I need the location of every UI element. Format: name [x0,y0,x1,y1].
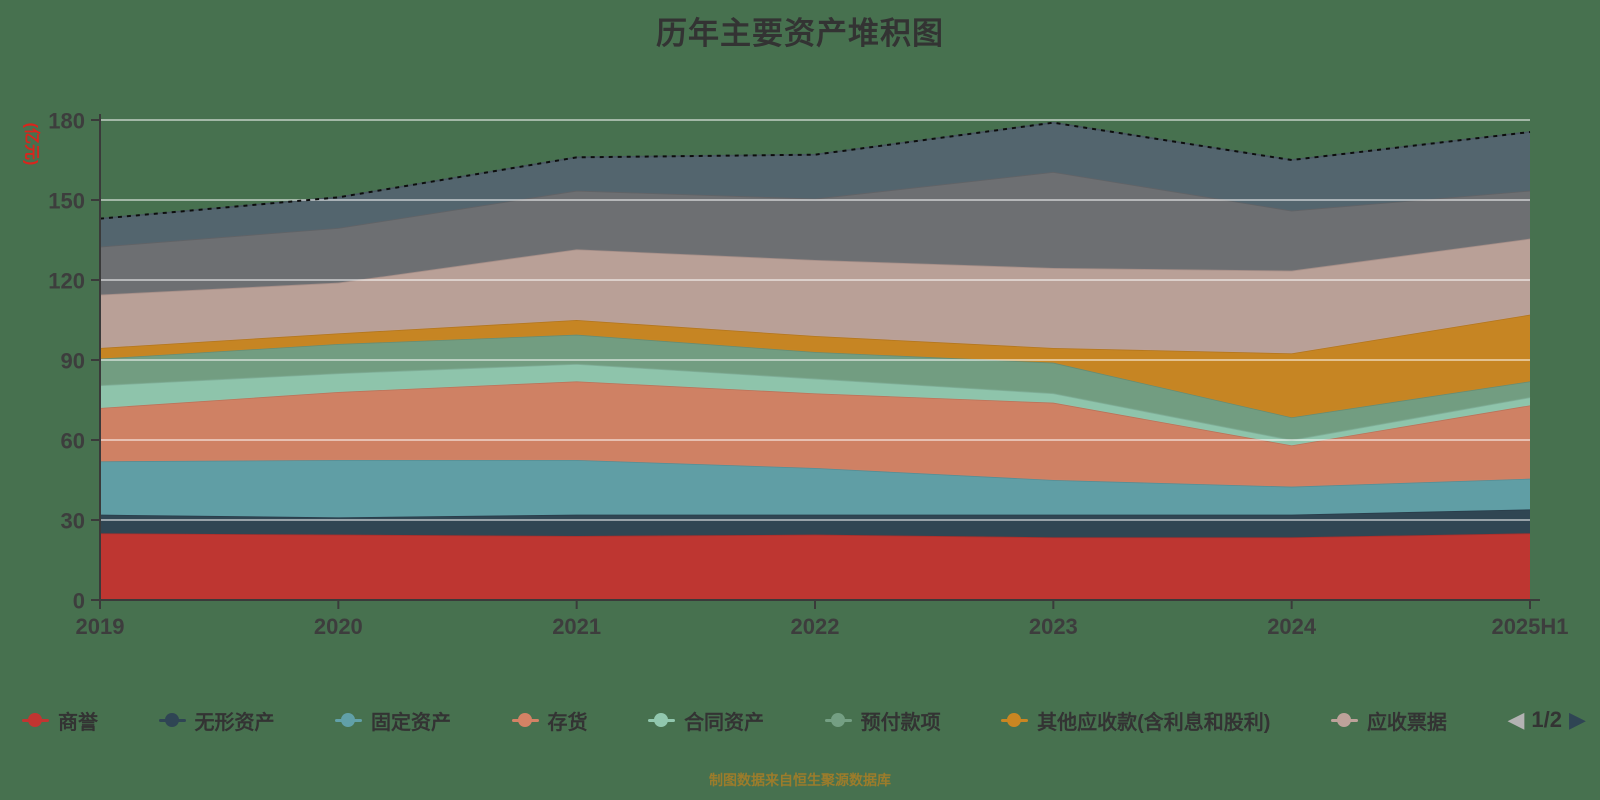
legend-page-indicator: 1/2 [1531,707,1562,732]
legend-prev-arrow-icon[interactable]: ◀ [1507,707,1525,732]
data-source-note: 制图数据来自恒生聚源数据库 [709,772,891,788]
legend-item-label: 固定资产 [371,711,452,734]
area-series-合同资产[interactable] [100,364,1530,446]
y-tick-label: 150 [48,189,85,214]
x-tick-label: 2021 [552,614,601,639]
legend-marker-icon [335,713,363,727]
legend-item-5[interactable]: 预付款项 [824,706,941,735]
legend-marker-icon [1001,713,1029,727]
x-tick-label: 2024 [1267,614,1317,639]
x-tick-label: 2020 [314,614,363,639]
y-tick-label: 180 [48,109,85,134]
x-tick-label: 2023 [1029,614,1078,639]
legend-item-7[interactable]: 应收票据 [1330,706,1447,735]
legend-next-arrow-icon[interactable]: ▶ [1568,707,1586,732]
legend-marker-icon [648,713,676,727]
y-tick-label: 0 [73,589,85,614]
area-series-其他应收款(含利息和股利)[interactable] [100,314,1530,418]
legend-item-4[interactable]: 合同资产 [648,706,764,735]
x-tick-label: 2025H1 [1491,614,1568,639]
area-series-page2-9[interactable] [100,122,1530,247]
legend-item-1[interactable]: 无形资产 [158,706,275,735]
area-series-page2-8[interactable] [100,172,1530,295]
legend-item-label: 存货 [547,711,588,734]
series-top-line [99,121,1531,220]
legend-item-label: 应收票据 [1366,711,1447,734]
area-series-固定资产[interactable] [100,460,1530,518]
area-series-商誉[interactable] [100,533,1530,600]
legend-marker-icon [22,713,49,727]
legend-item-label: 合同资产 [684,711,765,734]
legend-item-label: 预付款项 [860,711,941,734]
x-tick-label: 2022 [791,614,840,639]
legend-item-6[interactable]: 其他应收款(含利息和股利) [1001,706,1270,735]
legend-marker-icon [1330,713,1358,727]
x-tick-label: 2019 [76,614,125,639]
legend-pager: ◀ 1/2 ▶ [1507,707,1585,733]
area-series-存货[interactable] [100,381,1530,487]
legend-item-label: 无形资产 [194,711,275,734]
legend-marker-icon [824,713,852,727]
legend-item-3[interactable]: 存货 [511,706,588,735]
y-tick-label: 90 [61,349,85,374]
chart-title: 历年主要资产堆积图 [656,16,944,51]
legend-item-label: 商誉 [58,711,98,734]
legend-marker-icon [158,713,186,727]
legend-item-0[interactable]: 商誉 [22,706,98,735]
area-series-应收票据[interactable] [100,238,1530,354]
legend: 商誉 无形资产 固定资产 存货 合同资产 预付款项 其他应收款(含利息和股利) 应收票据 ◀ … [22,700,1586,740]
legend-marker-icon [511,713,539,727]
legend-item-label: 其他应收款(含利息和股利) [1037,711,1271,734]
legend-item-2[interactable]: 固定资产 [335,706,451,735]
y-tick-label: 60 [61,429,85,454]
y-tick-label: 30 [61,509,85,534]
y-tick-label: 120 [48,269,85,294]
